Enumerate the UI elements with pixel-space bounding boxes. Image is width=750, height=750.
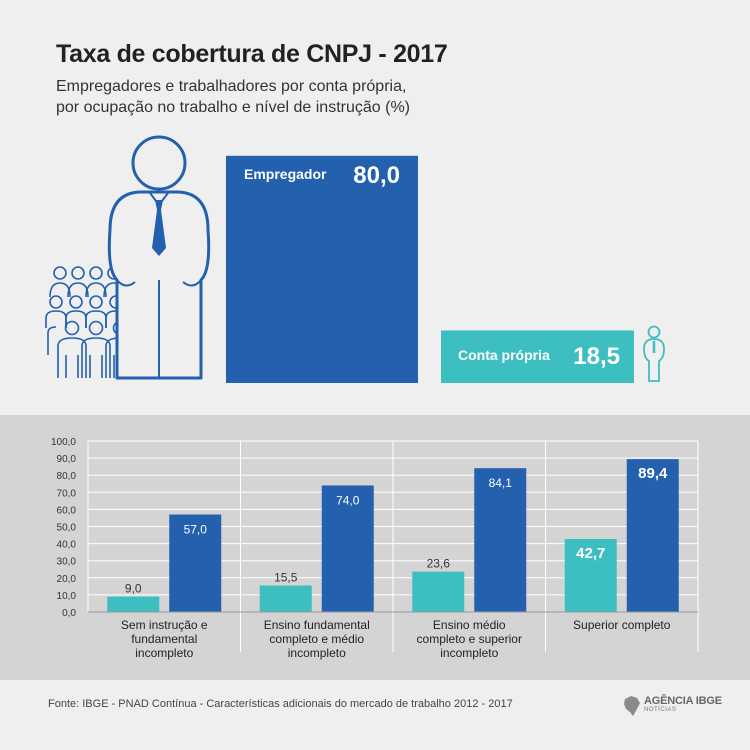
- bar-value-label: 89,4: [638, 465, 668, 482]
- logo-subtext: NOTÍCIAS: [644, 707, 677, 713]
- bar-value-label: 57,0: [184, 523, 208, 537]
- category-label: incompleto: [135, 646, 193, 660]
- category-label: incompleto: [288, 646, 346, 660]
- y-tick-label: 30,0: [57, 557, 77, 568]
- bar-value-label: 42,7: [576, 545, 605, 562]
- bar-1-1: [321, 485, 374, 612]
- brazil-map-icon: [624, 696, 640, 716]
- bar-1-0: [169, 514, 222, 612]
- y-tick-label: 60,0: [57, 505, 77, 516]
- bar-0-3: [564, 538, 617, 612]
- bar-0-1: [259, 585, 312, 612]
- bar-value-label: 23,6: [427, 557, 451, 571]
- y-tick-label: 50,0: [57, 523, 77, 534]
- bar-value-label: 74,0: [336, 493, 360, 507]
- source-note: Fonte: IBGE - PNAD Contínua - Caracterís…: [48, 698, 513, 710]
- category-label: Superior completo: [573, 618, 671, 632]
- bar-0-2: [412, 571, 465, 612]
- category-label: fundamental: [131, 632, 197, 646]
- bar-1-2: [474, 468, 527, 612]
- education-chart-panel: [0, 415, 750, 680]
- summary-bar-value-0: 80,0: [353, 162, 400, 189]
- subtitle-line-1: Empregadores e trabalhadores por conta p…: [56, 78, 407, 95]
- bar-1-3: [626, 459, 679, 612]
- y-tick-label: 10,0: [57, 591, 77, 602]
- summary-bar-label-0: Empregador: [244, 166, 327, 182]
- summary-bar-1: [441, 330, 634, 383]
- employer-person-icon: [107, 135, 211, 380]
- page-title: Taxa de cobertura de CNPJ - 2017: [56, 40, 448, 68]
- summary-bar-label-1: Conta própria: [458, 347, 550, 363]
- y-tick-label: 0,0: [62, 608, 76, 619]
- y-tick-label: 80,0: [57, 471, 77, 482]
- summary-bar-0: [226, 155, 418, 383]
- subtitle-line-2: por ocupação no trabalho e nível de inst…: [56, 99, 410, 116]
- summary-chart: Empregador 80,0 Conta própria 18,5: [45, 135, 665, 383]
- bar-value-label: 9,0: [125, 582, 142, 596]
- logo-text: AGÊNCIA IBGE: [644, 695, 722, 707]
- bar-0-0: [107, 596, 160, 612]
- y-tick-label: 70,0: [57, 488, 77, 499]
- education-chart: 0,0 10,0 20,0 30,0 40,0 50,0 60,0 70,0 80,0 90,0 1…: [51, 437, 699, 660]
- category-label: incompleto: [440, 646, 498, 660]
- summary-bar-value-1: 18,5: [573, 343, 620, 370]
- category-label: completo e superior: [417, 632, 522, 646]
- category-label: Sem instrução e: [121, 618, 208, 632]
- category-label: Ensino fundamental: [264, 618, 370, 632]
- bar-value-label: 84,1: [489, 476, 513, 490]
- bar-value-label: 15,5: [274, 570, 298, 584]
- category-label: completo e médio: [269, 632, 364, 646]
- self-employed-person-icon: [643, 325, 665, 382]
- page-subtitle: Empregadores e trabalhadores por conta p…: [56, 76, 410, 118]
- y-tick-label: 100,0: [51, 437, 76, 448]
- ibge-logo: AGÊNCIA IBGE NOTÍCIAS: [622, 694, 722, 718]
- category-label: Ensino médio: [433, 618, 506, 632]
- y-tick-label: 20,0: [57, 574, 77, 585]
- y-tick-label: 90,0: [57, 454, 77, 465]
- y-tick-label: 40,0: [57, 540, 77, 551]
